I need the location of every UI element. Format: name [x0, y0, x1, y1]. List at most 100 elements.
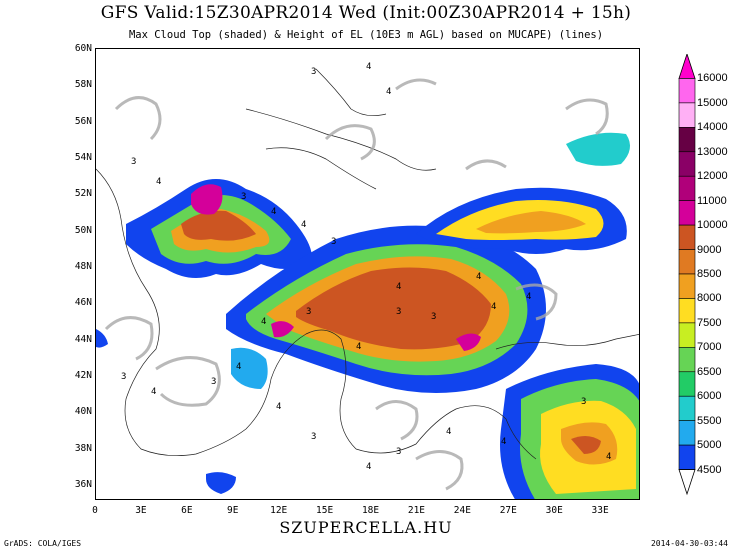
longitude-label: 30E: [545, 505, 563, 516]
contour-label: 4: [261, 317, 266, 327]
longitude-label: 0: [92, 505, 98, 516]
longitude-label: 21E: [407, 505, 426, 516]
colorbar-segment: [678, 444, 696, 470]
contour-label: 4: [386, 87, 391, 97]
contour-label: 4: [396, 282, 401, 292]
colorbar-level: 7000: [697, 341, 722, 354]
colorbar-segment: [678, 347, 696, 373]
latitude-label: 36N: [74, 479, 92, 490]
colorbar-segment: [678, 298, 696, 324]
latitude-label: 48N: [74, 261, 92, 272]
colorbar-level: 8000: [697, 292, 722, 305]
contour-label: 3: [121, 372, 126, 382]
longitude-label: 6E: [181, 505, 193, 516]
contour-label: 3: [131, 157, 136, 167]
latitude-label: 40N: [74, 406, 92, 418]
colorbar-level: 15000: [697, 96, 728, 109]
latitude-label: 56N: [74, 115, 92, 127]
colorbar-level: 10000: [697, 219, 728, 232]
latitude-label: 58N: [74, 79, 92, 91]
colorbar-level: 12000: [697, 170, 728, 183]
colorbar-segment: [678, 127, 696, 153]
contour-label: 3: [581, 397, 586, 407]
latitude-label: 54N: [74, 152, 92, 163]
contour-label: 4: [476, 272, 481, 282]
colorbar-segment: [678, 249, 696, 275]
colorbar-level: 7500: [697, 316, 722, 329]
colorbar-level: 14000: [697, 121, 728, 134]
contour-label: 4: [156, 177, 161, 187]
colorbar-arrow-top: [678, 54, 696, 79]
longitude-label: 12E: [270, 505, 288, 516]
colorbar-segment: [678, 78, 696, 104]
longitude-label: 33E: [591, 505, 609, 516]
footer-timestamp: 2014-04-30-03:44: [650, 539, 728, 548]
footer-software: GrADS: COLA/IGES: [4, 539, 82, 548]
contour-label: 4: [446, 427, 451, 437]
colorbar-segment: [678, 200, 696, 226]
contour-label: 3: [311, 67, 316, 77]
latitude-label: 46N: [74, 297, 92, 309]
colorbar-segment: [678, 224, 696, 250]
shaded-cloud-top: [96, 132, 639, 499]
contour-label: 4: [366, 62, 371, 72]
colorbar-level: 9000: [697, 243, 722, 256]
colorbar-level: 13000: [697, 145, 728, 158]
longitude-label: 24E: [453, 505, 471, 516]
contour-label: 3: [311, 432, 316, 442]
contour-label: 3: [241, 192, 246, 202]
longitude-label: 27E: [499, 505, 517, 516]
colorbar-level: 5000: [697, 439, 722, 452]
colorbar-segment: [678, 420, 696, 446]
latitude-label: 44N: [74, 333, 92, 345]
latitude-label: 60N: [74, 43, 92, 54]
map-subtitle: Max Cloud Top (shaded) & Height of EL (1…: [128, 29, 604, 41]
branding: SZUPERCELLA.HU: [279, 518, 453, 537]
contour-label: 3: [431, 312, 436, 322]
colorbar-level: 16000: [697, 72, 728, 85]
latitude-label: 52N: [74, 188, 92, 200]
contour-label: 4: [356, 342, 361, 352]
longitude-label: 9E: [227, 505, 239, 516]
colorbar-arrow-bottom: [678, 469, 696, 496]
contour-label: 3: [306, 307, 311, 317]
contour-label: 4: [236, 362, 241, 372]
colorbar-segment: [678, 273, 696, 299]
contour-label: 3: [396, 447, 401, 457]
el-contours: [104, 78, 609, 491]
longitude-label: 3E: [135, 505, 147, 516]
latitude-label: 42N: [74, 370, 92, 381]
contour-label: 3: [211, 377, 216, 387]
longitude-label: 18E: [361, 505, 380, 516]
colorbar-segment: [678, 102, 696, 128]
contour-label: 4: [606, 452, 611, 462]
contour-label: 4: [526, 292, 531, 302]
contour-label: 4: [151, 387, 156, 397]
contour-label: 4: [271, 207, 276, 217]
coastlines: [96, 68, 639, 460]
latitude-label: 38N: [74, 442, 92, 454]
contour-label: 3: [396, 307, 401, 317]
contour-label: 4: [301, 220, 306, 230]
colorbar-segment: [678, 151, 696, 177]
colorbar-level: 11000: [697, 194, 727, 207]
contour-labels: 3 4 4 3 4 3 4 4 3 4 3 4 4 3 4 3 4 4 3 4 3 4 4 3 4 3 4 4 3 4: [121, 62, 611, 472]
latitude-label: 50N: [74, 224, 92, 236]
map-title: GFS Valid:15Z30APR2014 Wed (Init:00Z30AP…: [100, 3, 632, 23]
colorbar-level: 6000: [697, 390, 722, 403]
contour-label: 4: [366, 462, 371, 472]
contour-label: 4: [491, 302, 496, 312]
longitude-label: 15E: [316, 505, 334, 516]
colorbar-segment: [678, 395, 696, 421]
colorbar-segment: [678, 371, 696, 397]
colorbar-segment: [678, 322, 696, 348]
contour-label: 3: [331, 237, 336, 247]
contour-label: 4: [276, 402, 281, 412]
map-canvas: 3 4 4 3 4 3 4 4 3 4 3 4 4 3 4 3 4 4 3 4 3 4 4 3 4 3 4 4 3 4: [96, 62, 639, 499]
colorbar-segment: [678, 175, 696, 201]
weather-map: 3 4 4 3 4 3 4 4 3 4 3 4 4 3 4 3 4 4 3 4 3 4 4 3 4 3 4 4 3 4: [95, 48, 640, 500]
colorbar-level: 6500: [697, 365, 722, 378]
colorbar-level: 4500: [697, 463, 722, 476]
colorbar-level: 5500: [697, 414, 722, 427]
colorbar: [678, 54, 696, 496]
